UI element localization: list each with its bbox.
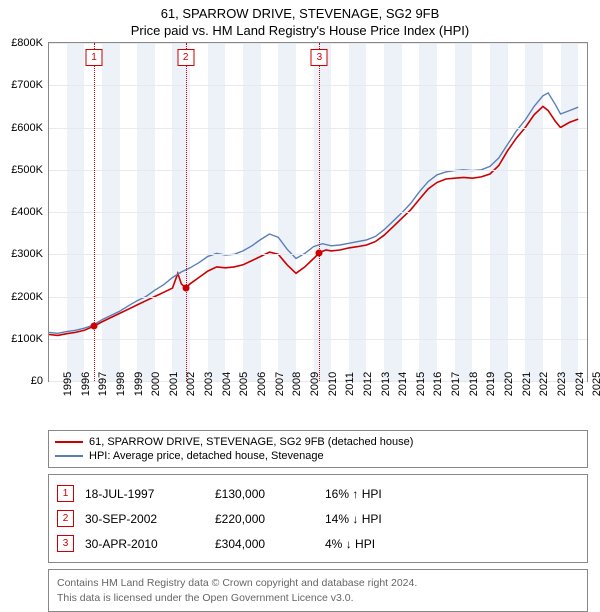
event-hpi: 14% ↓ HPI (325, 512, 445, 526)
event-number: 1 (57, 485, 74, 502)
sale-marker-box: 2 (177, 49, 194, 66)
event-row: 1 18-JUL-1997£130,00016% ↑ HPI (57, 481, 579, 506)
sale-marker-line (94, 43, 95, 381)
sale-point-dot (182, 285, 189, 292)
event-price: £130,000 (215, 487, 325, 501)
title-sub: Price paid vs. HM Land Registry's House … (4, 23, 596, 38)
title-main: 61, SPARROW DRIVE, STEVENAGE, SG2 9FB (4, 6, 596, 21)
titles: 61, SPARROW DRIVE, STEVENAGE, SG2 9FB Pr… (0, 0, 600, 42)
gridline (49, 339, 587, 340)
chart-container: 61, SPARROW DRIVE, STEVENAGE, SG2 9FB Pr… (0, 0, 600, 612)
plot-area: £0£100K£200K£300K£400K£500K£600K£700K£80… (48, 42, 588, 382)
gridline (49, 297, 587, 298)
legend-swatch (55, 455, 83, 457)
event-number: 2 (57, 510, 74, 527)
y-tick-label: £300K (11, 248, 43, 260)
sale-events: 1 18-JUL-1997£130,00016% ↑ HPI 2 30-SEP-200… (48, 474, 588, 563)
event-number: 3 (57, 535, 74, 552)
y-tick-label: £400K (11, 206, 43, 218)
legend-label: HPI: Average price, detached house, Stev… (89, 450, 324, 462)
y-tick-label: £500K (11, 164, 43, 176)
footer-line-1: Contains HM Land Registry data © Crown c… (57, 576, 579, 591)
legend-row: 61, SPARROW DRIVE, STEVENAGE, SG2 9FB (d… (55, 435, 581, 449)
y-tick-label: £100K (11, 333, 43, 345)
gridline (49, 170, 587, 171)
event-price: £304,000 (215, 537, 325, 551)
sale-marker-box: 3 (311, 49, 328, 66)
gridline (49, 43, 587, 44)
event-hpi: 4% ↓ HPI (325, 537, 445, 551)
sale-marker-box: 1 (85, 49, 102, 66)
legend-row: HPI: Average price, detached house, Stev… (55, 449, 581, 463)
event-date: 18-JUL-1997 (85, 487, 215, 501)
y-tick-label: £0 (31, 375, 43, 387)
sale-marker-line (319, 43, 320, 381)
event-row: 2 30-SEP-2002£220,00014% ↓ HPI (57, 506, 579, 531)
event-date: 30-SEP-2002 (85, 512, 215, 526)
legend: 61, SPARROW DRIVE, STEVENAGE, SG2 9FB (d… (48, 430, 588, 468)
gridline (49, 128, 587, 129)
event-date: 30-APR-2010 (85, 537, 215, 551)
gridline (49, 85, 587, 86)
y-tick-label: £200K (11, 291, 43, 303)
sale-point-dot (90, 323, 97, 330)
sale-point-dot (316, 249, 323, 256)
event-price: £220,000 (215, 512, 325, 526)
legend-swatch (55, 441, 83, 443)
y-tick-label: £800K (11, 37, 43, 49)
x-tick-label: 2025 (577, 372, 600, 396)
y-tick-label: £700K (11, 79, 43, 91)
footer-line-2: This data is licensed under the Open Gov… (57, 591, 579, 606)
y-tick-label: £600K (11, 122, 43, 134)
y-axis-labels: £0£100K£200K£300K£400K£500K£600K£700K£80… (1, 43, 45, 381)
series-line (49, 106, 578, 335)
legend-label: 61, SPARROW DRIVE, STEVENAGE, SG2 9FB (d… (89, 436, 413, 448)
footer: Contains HM Land Registry data © Crown c… (48, 569, 588, 612)
x-axis-labels: 1995199619971998199920002001200220032004… (48, 382, 588, 424)
event-hpi: 16% ↑ HPI (325, 487, 445, 501)
sale-marker-line (186, 43, 187, 381)
gridline (49, 212, 587, 213)
event-row: 3 30-APR-2010£304,0004% ↓ HPI (57, 531, 579, 556)
